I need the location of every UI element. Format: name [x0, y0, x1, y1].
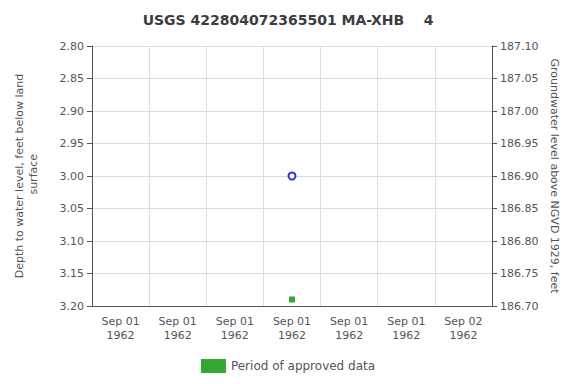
svg-text:187.10: 187.10 [500, 40, 539, 53]
svg-text:1962: 1962 [164, 329, 192, 342]
svg-text:USGS 422804072365501 MA-XHB: USGS 422804072365501 MA-XHB 4 [143, 12, 434, 28]
svg-text:Sep 01: Sep 01 [273, 315, 311, 328]
svg-text:2.85: 2.85 [60, 72, 85, 85]
svg-text:1962: 1962 [221, 329, 249, 342]
svg-text:187.05: 187.05 [500, 72, 539, 85]
svg-text:Sep 01: Sep 01 [159, 315, 197, 328]
svg-text:Sep 01: Sep 01 [387, 315, 425, 328]
svg-text:Sep 01: Sep 01 [330, 315, 368, 328]
svg-text:3.05: 3.05 [60, 202, 85, 215]
svg-text:Groundwater level above NGVD 1: Groundwater level above NGVD 1929, feet [548, 58, 561, 294]
svg-text:3.20: 3.20 [60, 300, 85, 313]
svg-text:2.90: 2.90 [60, 105, 85, 118]
svg-text:surface: surface [27, 154, 40, 198]
svg-text:186.90: 186.90 [500, 170, 539, 183]
svg-text:Sep 01: Sep 01 [101, 315, 139, 328]
svg-text:1962: 1962 [449, 329, 477, 342]
svg-text:2.95: 2.95 [60, 137, 85, 150]
svg-text:3.10: 3.10 [60, 235, 85, 248]
svg-text:186.95: 186.95 [500, 137, 539, 150]
svg-text:186.85: 186.85 [500, 202, 539, 215]
svg-text:Depth to water level, feet bel: Depth to water level, feet below land [13, 74, 26, 279]
svg-text:1962: 1962 [107, 329, 135, 342]
svg-text:Sep 02: Sep 02 [444, 315, 482, 328]
svg-text:2.80: 2.80 [60, 40, 85, 53]
svg-text:Sep 01: Sep 01 [216, 315, 254, 328]
svg-text:186.75: 186.75 [500, 267, 539, 280]
svg-text:187.00: 187.00 [500, 105, 539, 118]
svg-text:186.80: 186.80 [500, 235, 539, 248]
svg-text:1962: 1962 [392, 329, 420, 342]
svg-text:186.70: 186.70 [500, 300, 539, 313]
svg-text:3.00: 3.00 [60, 170, 85, 183]
svg-text:3.15: 3.15 [60, 267, 85, 280]
svg-text:1962: 1962 [335, 329, 363, 342]
svg-text:1962: 1962 [278, 329, 306, 342]
svg-text:Period of approved data: Period of approved data [231, 359, 375, 373]
